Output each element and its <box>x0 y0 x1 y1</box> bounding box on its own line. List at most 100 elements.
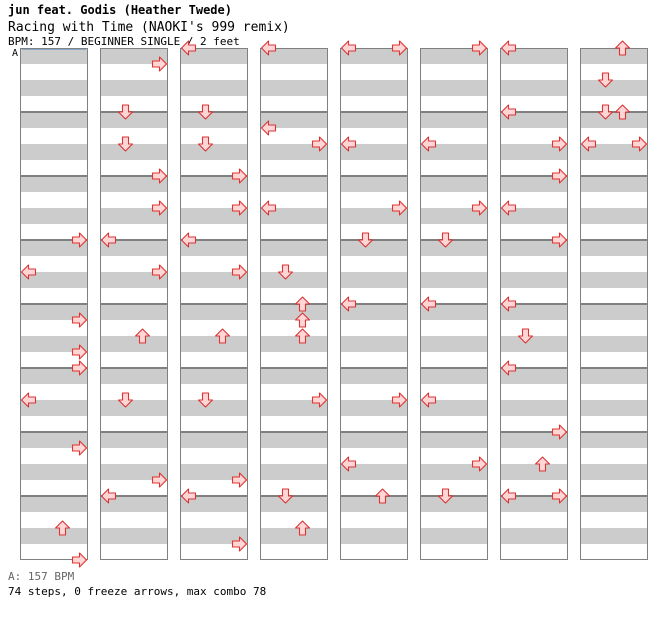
beat-band <box>20 528 88 544</box>
arrow-up-icon <box>614 104 631 120</box>
beat-band <box>580 416 648 432</box>
beat-band <box>100 96 168 112</box>
beat-band <box>420 384 488 400</box>
measure-box <box>580 496 648 560</box>
beat-band <box>500 160 568 176</box>
beat-band <box>100 272 168 288</box>
beat-band <box>260 80 328 96</box>
beat-band <box>500 176 568 192</box>
arrow-left-icon <box>260 40 277 56</box>
beat-band <box>500 128 568 144</box>
arrow-right-icon <box>231 264 248 280</box>
arrow-down-icon <box>597 72 614 88</box>
arrow-down-icon <box>277 488 294 504</box>
beat-band <box>580 160 648 176</box>
beat-band <box>100 256 168 272</box>
arrow-left-icon <box>180 232 197 248</box>
arrow-left-icon <box>500 40 517 56</box>
beat-band <box>180 352 248 368</box>
arrow-right-icon <box>231 200 248 216</box>
beat-band <box>420 448 488 464</box>
beat-band <box>180 288 248 304</box>
arrow-down-icon <box>117 392 134 408</box>
beat-band <box>20 480 88 496</box>
beat-band <box>20 496 88 512</box>
beat-band <box>100 176 168 192</box>
beat-band <box>180 240 248 256</box>
beat-band <box>420 320 488 336</box>
beat-band <box>20 176 88 192</box>
beat-band <box>420 240 488 256</box>
beat-band <box>340 320 408 336</box>
beat-band <box>180 512 248 528</box>
beat-band <box>100 304 168 320</box>
beat-band <box>340 208 408 224</box>
beat-band <box>340 336 408 352</box>
beat-band <box>100 128 168 144</box>
beat-band <box>20 208 88 224</box>
beat-band <box>420 528 488 544</box>
measure-box <box>260 240 328 304</box>
beat-band <box>580 224 648 240</box>
measure-box <box>340 176 408 240</box>
beat-band <box>580 240 648 256</box>
measure-box <box>100 176 168 240</box>
beat-band <box>20 288 88 304</box>
beat-band <box>580 272 648 288</box>
beat-band <box>20 224 88 240</box>
beat-band <box>580 352 648 368</box>
measure-box <box>180 240 248 304</box>
beat-band <box>180 432 248 448</box>
beat-band <box>340 144 408 160</box>
beat-band <box>260 192 328 208</box>
beat-band <box>500 384 568 400</box>
beat-band <box>180 192 248 208</box>
arrow-left-icon <box>260 200 277 216</box>
arrow-right-icon <box>391 40 408 56</box>
beat-band <box>260 96 328 112</box>
arrow-down-icon <box>597 104 614 120</box>
beat-band <box>500 208 568 224</box>
beat-band <box>100 384 168 400</box>
measure-box <box>260 496 328 560</box>
beat-band <box>340 480 408 496</box>
measure-box <box>340 432 408 496</box>
beat-band <box>180 400 248 416</box>
beat-band <box>500 320 568 336</box>
beat-band <box>260 528 328 544</box>
arrow-right-icon <box>151 56 168 72</box>
arrow-left-icon <box>500 296 517 312</box>
measure-box <box>100 112 168 176</box>
beat-band <box>580 112 648 128</box>
measure-box <box>420 304 488 368</box>
beat-band <box>20 320 88 336</box>
measure-box <box>580 112 648 176</box>
beat-band <box>340 240 408 256</box>
beat-band <box>260 112 328 128</box>
beat-band <box>20 432 88 448</box>
beat-band <box>500 400 568 416</box>
beat-band <box>260 240 328 256</box>
beat-band <box>20 240 88 256</box>
beat-band <box>20 96 88 112</box>
beat-band <box>340 528 408 544</box>
beat-band <box>500 288 568 304</box>
beat-band <box>500 336 568 352</box>
arrow-down-icon <box>197 392 214 408</box>
beat-band <box>420 256 488 272</box>
arrow-down-icon <box>517 328 534 344</box>
arrow-left-icon <box>420 296 437 312</box>
beat-band <box>180 384 248 400</box>
arrow-right-icon <box>231 168 248 184</box>
beat-band <box>260 144 328 160</box>
beat-band <box>580 144 648 160</box>
measure-box <box>20 496 88 560</box>
beat-band <box>580 336 648 352</box>
beat-band <box>100 80 168 96</box>
beat-band <box>180 496 248 512</box>
beat-band <box>100 448 168 464</box>
beat-band <box>180 304 248 320</box>
arrow-right-icon <box>71 360 88 376</box>
arrow-right-icon <box>231 472 248 488</box>
beat-band <box>340 512 408 528</box>
